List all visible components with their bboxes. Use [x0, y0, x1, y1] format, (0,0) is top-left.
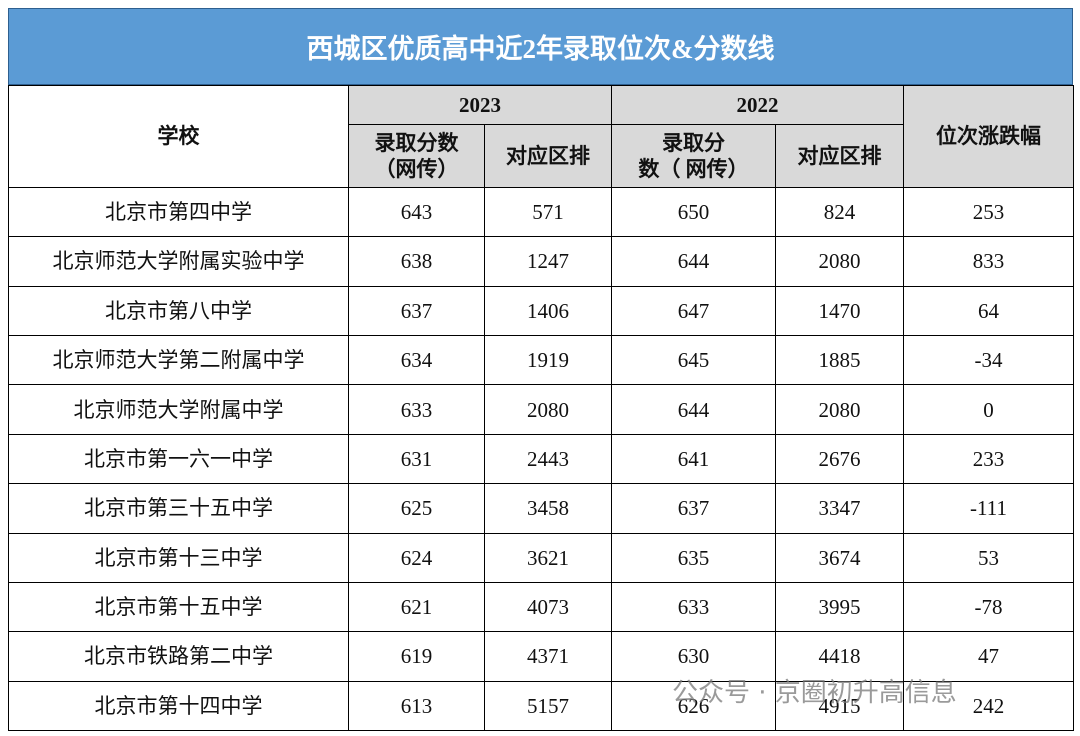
header-cell: 2023 [348, 85, 612, 125]
data-cell: 626 [611, 680, 776, 731]
data-cell: 2080 [775, 236, 904, 287]
school-cell: 北京师范大学附属中学 [8, 384, 349, 435]
data-cell: 2080 [484, 384, 612, 435]
data-cell: 1470 [775, 285, 904, 337]
data-cell: 635 [611, 532, 776, 583]
data-cell: 1885 [775, 335, 904, 386]
header-cell: 2022 [611, 85, 904, 125]
watermark: 公众号 · 京圈初升高信息 [672, 678, 957, 708]
data-cell: 833 [903, 236, 1074, 287]
data-cell: 4073 [484, 581, 612, 633]
data-cell: 637 [611, 483, 776, 534]
data-cell: 645 [611, 335, 776, 386]
data-cell: 3458 [484, 483, 612, 534]
data-cell: 647 [611, 285, 776, 337]
data-cell: 3674 [775, 532, 904, 583]
data-cell: 619 [348, 631, 485, 682]
data-cell: 644 [611, 384, 776, 435]
data-cell: 233 [903, 433, 1074, 485]
school-cell: 北京市第十五中学 [8, 581, 349, 633]
school-cell: 北京市第十三中学 [8, 532, 349, 583]
data-cell: 2676 [775, 433, 904, 485]
data-cell: -111 [903, 483, 1074, 534]
table-title: 西城区优质高中近2年录取位次&分数线 [8, 8, 1073, 85]
data-cell: 4371 [484, 631, 612, 682]
data-cell: 253 [903, 187, 1074, 238]
header-cell: 位次涨跌幅 [903, 85, 1074, 188]
data-cell: 633 [611, 581, 776, 633]
data-cell: 624 [348, 532, 485, 583]
data-cell: 644 [611, 236, 776, 287]
data-cell: 634 [348, 335, 485, 386]
data-cell: -34 [903, 335, 1074, 386]
data-cell: 3347 [775, 483, 904, 534]
data-cell: 824 [775, 187, 904, 238]
school-cell: 北京市铁路第二中学 [8, 631, 349, 682]
data-cell: 3621 [484, 532, 612, 583]
data-cell: 64 [903, 285, 1074, 337]
school-cell: 北京市第一六一中学 [8, 433, 349, 485]
school-cell: 北京师范大学附属实验中学 [8, 236, 349, 287]
school-cell: 北京市第三十五中学 [8, 483, 349, 534]
data-cell: 2443 [484, 433, 612, 485]
data-cell: 631 [348, 433, 485, 485]
data-cell: 637 [348, 285, 485, 337]
school-cell: 北京市第八中学 [8, 285, 349, 337]
data-cell: 5157 [484, 680, 612, 731]
school-cell: 北京市第十四中学 [8, 680, 349, 731]
data-cell: 633 [348, 384, 485, 435]
data-cell: 643 [348, 187, 485, 238]
data-cell: -78 [903, 581, 1074, 633]
school-cell: 北京市第四中学 [8, 187, 349, 238]
data-cell: 625 [348, 483, 485, 534]
data-cell: 3995 [775, 581, 904, 633]
data-cell: 613 [348, 680, 485, 731]
data-cell: 571 [484, 187, 612, 238]
data-cell: 242 [903, 680, 1074, 731]
data-cell: 641 [611, 433, 776, 485]
subheader-cell: 对应区排 [775, 124, 904, 188]
data-cell: 638 [348, 236, 485, 287]
subheader-cell: 录取分数 （网传） [348, 124, 485, 188]
subheader-cell: 对应区排 [484, 124, 612, 188]
data-cell: 2080 [775, 384, 904, 435]
data-cell: 53 [903, 532, 1074, 583]
data-cell: 621 [348, 581, 485, 633]
subheader-cell: 录取分 数（ 网传） [611, 124, 776, 188]
data-cell: 1247 [484, 236, 612, 287]
school-cell: 北京师范大学第二附属中学 [8, 335, 349, 386]
data-cell: 0 [903, 384, 1074, 435]
header-cell: 学校 [8, 85, 349, 188]
data-cell: 650 [611, 187, 776, 238]
data-cell: 1919 [484, 335, 612, 386]
data-cell: 1406 [484, 285, 612, 337]
